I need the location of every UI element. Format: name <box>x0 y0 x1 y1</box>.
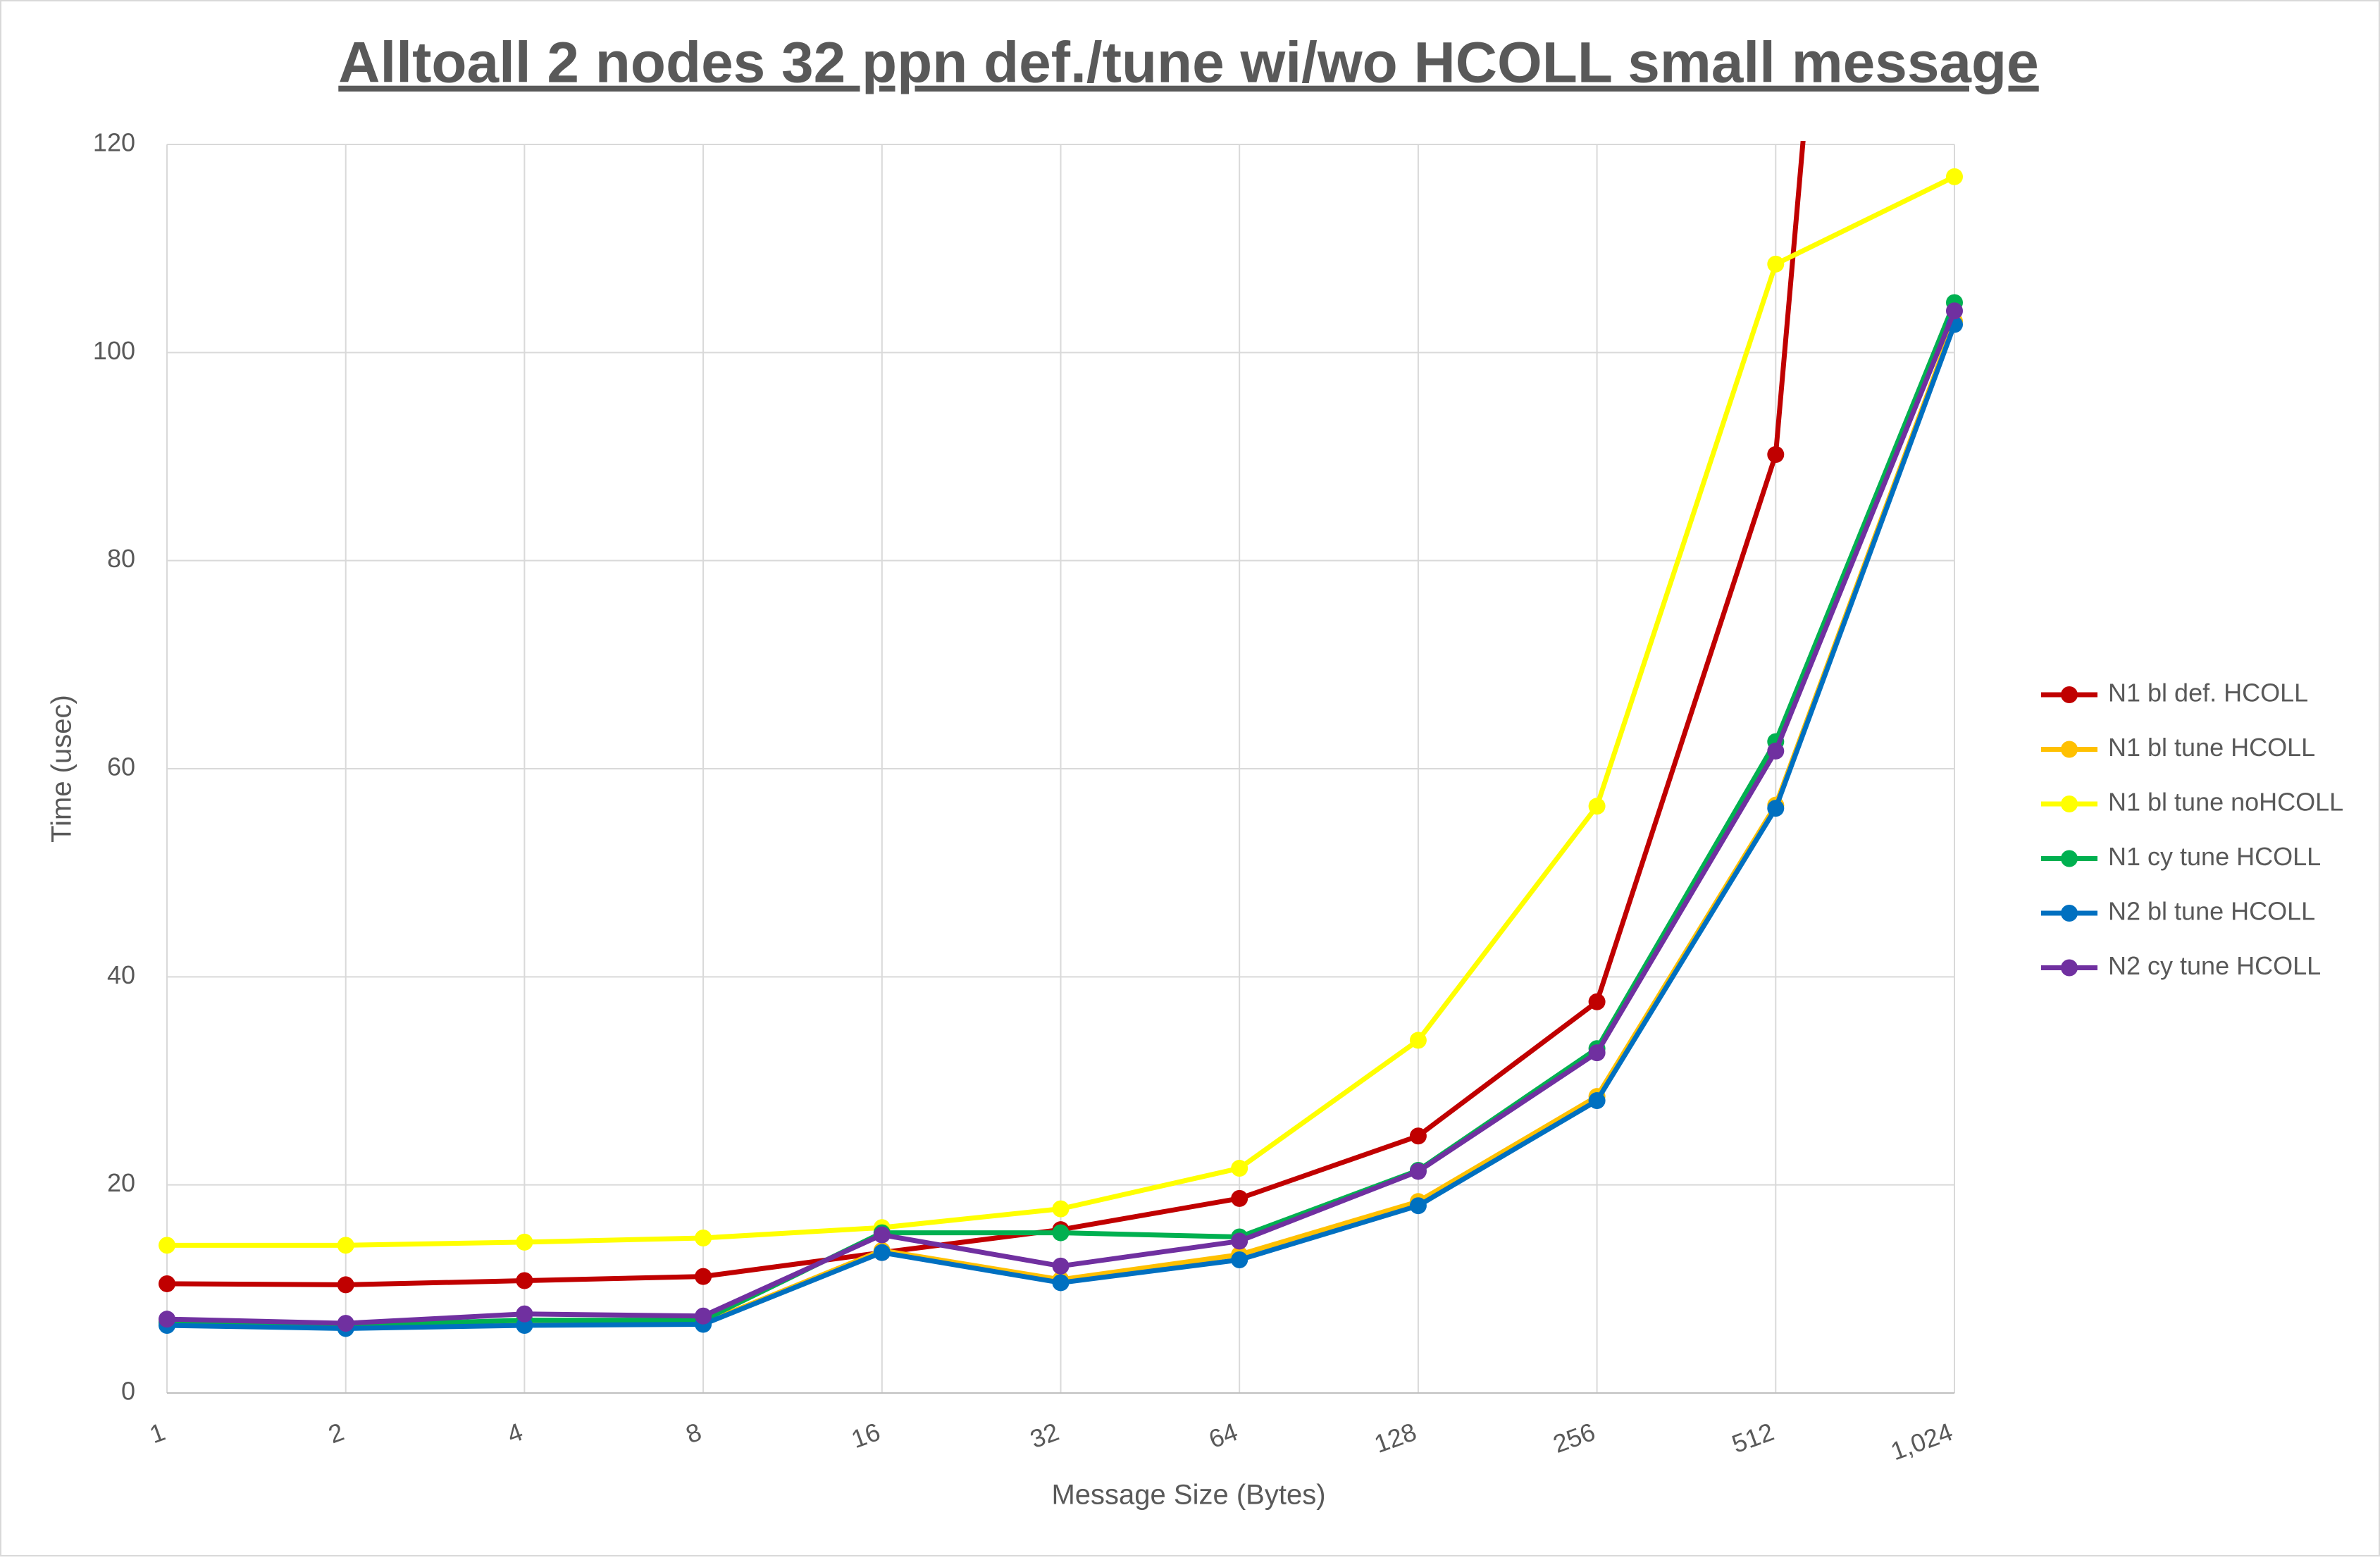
data-point <box>1052 1257 1070 1275</box>
data-point <box>1231 1160 1248 1177</box>
data-point <box>159 1275 175 1292</box>
data-point <box>1052 1224 1070 1242</box>
legend-marker <box>2061 796 2078 812</box>
y-tick-label: 40 <box>107 960 135 989</box>
data-point <box>873 1226 891 1244</box>
y-tick-label: 80 <box>107 544 135 573</box>
y-axis-title: Time (usec) <box>47 695 78 843</box>
data-point <box>1409 1032 1427 1049</box>
legend-marker <box>2061 741 2078 758</box>
legend-label: N2 cy tune HCOLL <box>2108 951 2321 980</box>
data-point <box>516 1233 533 1251</box>
y-tick-label: 60 <box>107 753 135 781</box>
y-tick-label: 0 <box>121 1377 135 1406</box>
data-point <box>516 1305 533 1323</box>
legend-label: N1 cy tune HCOLL <box>2108 842 2321 871</box>
data-point <box>695 1268 712 1285</box>
data-point <box>1767 800 1785 817</box>
chart-title: Alltoall 2 nodes 32 ppn def./tune wi/wo … <box>338 31 2038 95</box>
data-point <box>1231 1251 1248 1268</box>
data-point <box>1588 1092 1606 1110</box>
data-point <box>1946 302 1963 320</box>
data-point <box>1588 798 1606 815</box>
data-point <box>337 1276 354 1294</box>
data-point <box>873 1244 891 1261</box>
legend-label: N1 bl def. HCOLL <box>2108 679 2308 707</box>
data-point <box>1409 1197 1427 1215</box>
data-point <box>159 1311 175 1328</box>
legend-marker <box>2061 959 2078 977</box>
data-point <box>1409 1163 1427 1180</box>
y-tick-label: 120 <box>93 128 135 157</box>
legend-label: N1 bl tune HCOLL <box>2108 733 2315 762</box>
data-point <box>1767 255 1785 273</box>
data-point <box>516 1272 533 1289</box>
data-point <box>1767 742 1785 760</box>
data-point <box>1409 1127 1427 1145</box>
data-point <box>337 1237 354 1254</box>
legend-marker <box>2061 905 2078 922</box>
legend-label: N2 bl tune HCOLL <box>2108 897 2315 926</box>
y-tick-label: 100 <box>93 336 135 365</box>
data-point <box>337 1315 354 1332</box>
data-point <box>695 1229 712 1246</box>
data-point <box>1588 993 1606 1010</box>
legend-marker <box>2061 850 2078 867</box>
data-point <box>1052 1200 1070 1218</box>
y-tick-label: 20 <box>107 1168 135 1197</box>
legend-marker <box>2061 686 2078 703</box>
x-axis-title: Message Size (Bytes) <box>1051 1480 1325 1511</box>
data-point <box>695 1307 712 1325</box>
data-point <box>1052 1274 1070 1292</box>
data-point <box>159 1237 175 1254</box>
legend-label: N1 bl tune noHCOLL <box>2108 788 2343 817</box>
data-point <box>1231 1189 1248 1207</box>
data-point <box>1767 446 1785 464</box>
data-point <box>1946 168 1963 185</box>
data-point <box>1231 1232 1248 1250</box>
data-point <box>1588 1044 1606 1062</box>
